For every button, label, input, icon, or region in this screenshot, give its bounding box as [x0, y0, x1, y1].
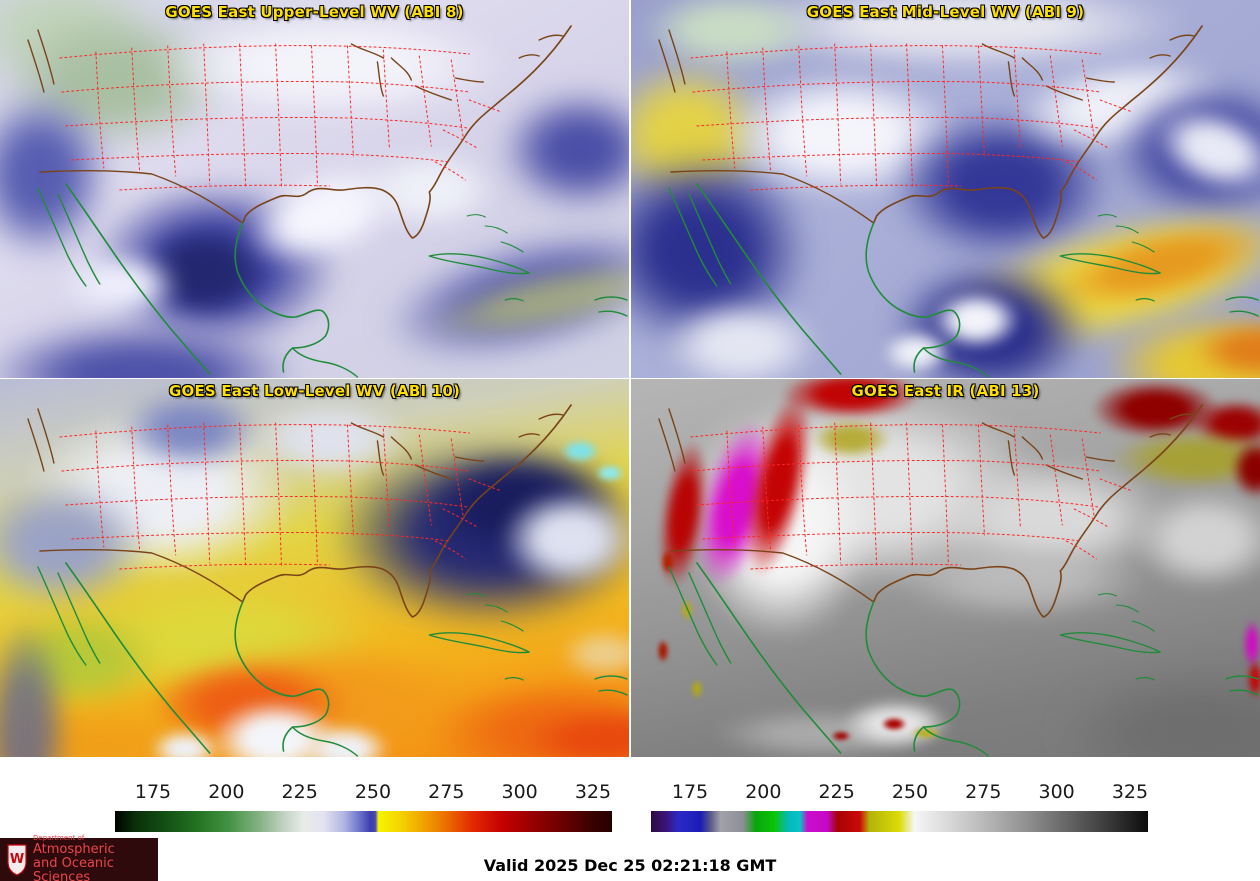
- tick-label: 275: [428, 781, 465, 803]
- footer: 175 200 225 250 275 300 325 175 200 225 …: [0, 757, 1260, 881]
- tick-label: 300: [501, 781, 538, 803]
- tick-label: 275: [965, 781, 1002, 803]
- panel-mid-level-wv: GOES East Mid-Level WV (ABI 9): [631, 0, 1260, 378]
- panel-title-low-wv: GOES East Low-Level WV (ABI 10): [168, 382, 461, 400]
- panel-low-level-wv: GOES East Low-Level WV (ABI 10): [0, 379, 629, 757]
- panel-ir: GOES East IR (ABI 13): [631, 379, 1260, 757]
- logo-line1: Atmospheric: [33, 842, 115, 857]
- tick-label: 225: [281, 781, 318, 803]
- panel-title-upper-wv: GOES East Upper-Level WV (ABI 8): [165, 3, 464, 21]
- wv-colorbar: [115, 811, 612, 832]
- tick-label: 300: [1038, 781, 1075, 803]
- satellite-imagery-upper-wv: [0, 0, 629, 378]
- satellite-imagery-low-wv: [0, 379, 629, 757]
- tick-label: 250: [354, 781, 392, 803]
- tick-label: 200: [208, 781, 245, 803]
- crest-letter: W: [10, 852, 24, 867]
- tick-label: 175: [134, 781, 172, 803]
- tick-label: 175: [671, 781, 709, 803]
- satellite-imagery-ir: [631, 379, 1260, 757]
- panel-upper-level-wv: GOES East Upper-Level WV (ABI 8): [0, 0, 629, 378]
- tick-label: 325: [574, 781, 612, 803]
- satellite-imagery-mid-wv: [631, 0, 1260, 378]
- logo-text: Department of Atmospheric and Oceanic Sc…: [33, 834, 158, 881]
- ir-colorbar-ticks: 175 200 225 250 275 300 325: [667, 781, 1153, 803]
- panel-title-mid-wv: GOES East Mid-Level WV (ABI 9): [806, 3, 1085, 21]
- uw-crest-icon: W: [7, 843, 27, 876]
- tick-label: 250: [891, 781, 929, 803]
- wv-colorbar-ticks: 175 200 225 250 275 300 325: [130, 781, 616, 803]
- logo-line2: and Oceanic Sciences: [33, 856, 114, 881]
- valid-time-label: Valid 2025 Dec 25 02:21:18 GMT: [483, 856, 777, 875]
- uw-aos-logo: W Department of Atmospheric and Oceanic …: [0, 834, 158, 881]
- panel-title-ir: GOES East IR (ABI 13): [851, 382, 1040, 400]
- tick-label: 225: [818, 781, 855, 803]
- tick-label: 200: [745, 781, 782, 803]
- logo-dept-line: Department of: [33, 834, 85, 842]
- ir-colorbar: [651, 811, 1148, 832]
- tick-label: 325: [1111, 781, 1149, 803]
